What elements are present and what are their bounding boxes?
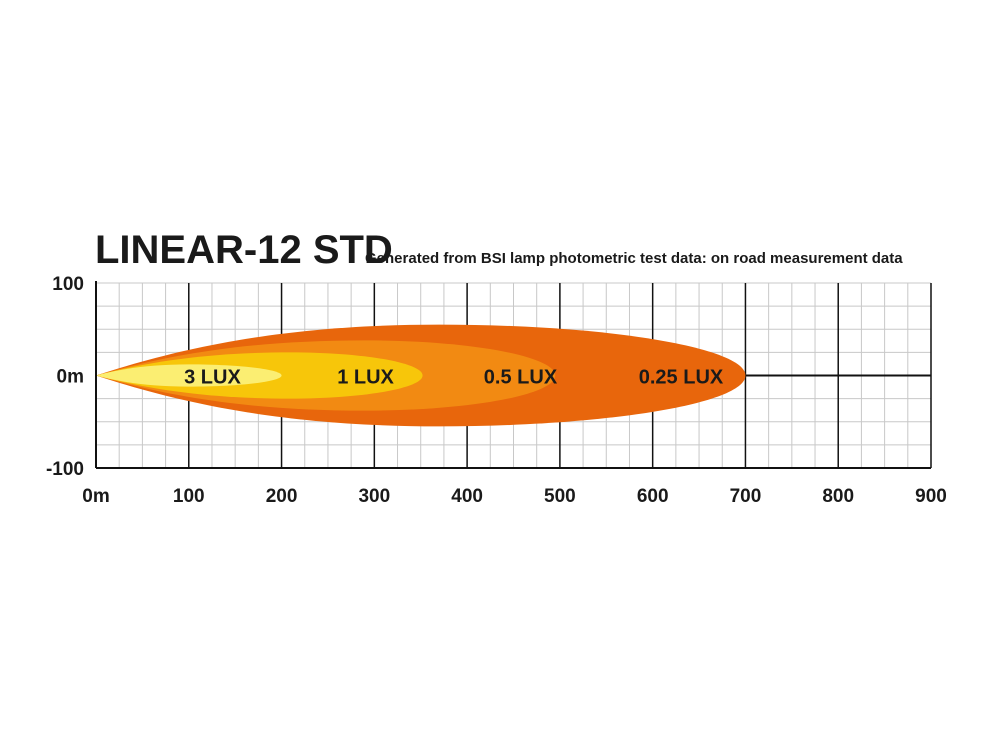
lux-label: 3 LUX bbox=[184, 367, 241, 389]
y-tick-label: 100 bbox=[52, 274, 84, 295]
x-tick-label: 700 bbox=[730, 486, 762, 507]
axes bbox=[95, 281, 931, 469]
x-tick-label: 100 bbox=[173, 486, 205, 507]
x-tick-label: 400 bbox=[451, 486, 483, 507]
lux-label: 0.5 LUX bbox=[484, 367, 558, 389]
x-tick-label: 600 bbox=[637, 486, 669, 507]
chart-title: LINEAR-12 STD bbox=[95, 228, 393, 272]
y-tick-label: -100 bbox=[46, 459, 84, 480]
x-tick-label: 900 bbox=[915, 486, 947, 507]
beam-3-lux bbox=[96, 364, 282, 387]
x-tick-label: 0m bbox=[82, 486, 109, 507]
beam-labels: 3 LUX 1 LUX 0.5 LUX 0.25 LUX bbox=[184, 367, 724, 389]
tick-labels: 0m 100 200 300 400 500 600 700 800 900 100 0m -100 bbox=[46, 274, 947, 507]
x-tick-label: 500 bbox=[544, 486, 576, 507]
beam-pattern bbox=[96, 324, 746, 427]
x-tick-label: 800 bbox=[822, 486, 854, 507]
lux-label: 0.25 LUX bbox=[639, 367, 724, 389]
x-tick-label: 300 bbox=[358, 486, 390, 507]
x-tick-label: 200 bbox=[266, 486, 298, 507]
lux-label: 1 LUX bbox=[337, 367, 394, 389]
chart-subtitle: Generated from BSI lamp photometric test… bbox=[365, 250, 903, 267]
y-tick-label: 0m bbox=[57, 367, 84, 388]
